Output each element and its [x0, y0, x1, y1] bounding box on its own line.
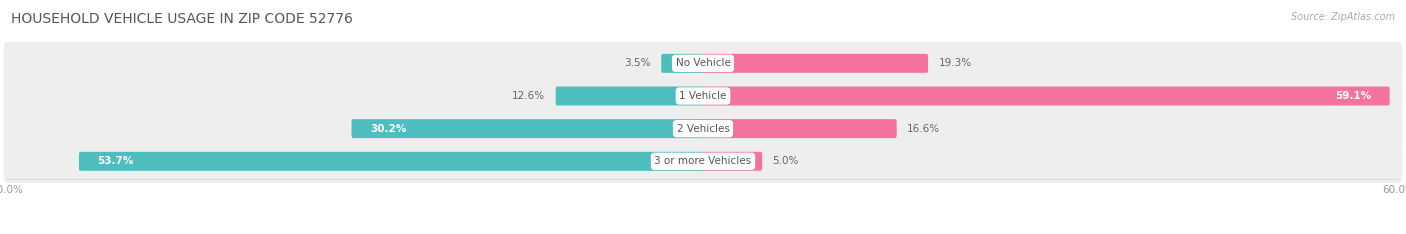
- Text: 2 Vehicles: 2 Vehicles: [676, 124, 730, 134]
- FancyBboxPatch shape: [702, 87, 1389, 106]
- Text: 30.2%: 30.2%: [370, 124, 406, 134]
- Text: Source: ZipAtlas.com: Source: ZipAtlas.com: [1291, 12, 1395, 22]
- FancyBboxPatch shape: [702, 54, 928, 73]
- FancyBboxPatch shape: [352, 119, 704, 138]
- Text: 1 Vehicle: 1 Vehicle: [679, 91, 727, 101]
- FancyBboxPatch shape: [4, 140, 1402, 183]
- Text: HOUSEHOLD VEHICLE USAGE IN ZIP CODE 52776: HOUSEHOLD VEHICLE USAGE IN ZIP CODE 5277…: [11, 12, 353, 26]
- Text: 19.3%: 19.3%: [938, 58, 972, 68]
- FancyBboxPatch shape: [555, 87, 704, 106]
- FancyBboxPatch shape: [702, 152, 762, 171]
- FancyBboxPatch shape: [4, 107, 1402, 150]
- Text: 53.7%: 53.7%: [97, 156, 134, 166]
- FancyBboxPatch shape: [702, 119, 897, 138]
- Text: 16.6%: 16.6%: [907, 124, 941, 134]
- FancyBboxPatch shape: [4, 74, 1402, 117]
- Text: 5.0%: 5.0%: [773, 156, 799, 166]
- FancyBboxPatch shape: [661, 54, 704, 73]
- Text: 3.5%: 3.5%: [624, 58, 651, 68]
- Text: 3 or more Vehicles: 3 or more Vehicles: [654, 156, 752, 166]
- FancyBboxPatch shape: [4, 42, 1402, 85]
- FancyBboxPatch shape: [79, 152, 704, 171]
- Text: 12.6%: 12.6%: [512, 91, 546, 101]
- Text: 59.1%: 59.1%: [1336, 91, 1371, 101]
- Text: No Vehicle: No Vehicle: [675, 58, 731, 68]
